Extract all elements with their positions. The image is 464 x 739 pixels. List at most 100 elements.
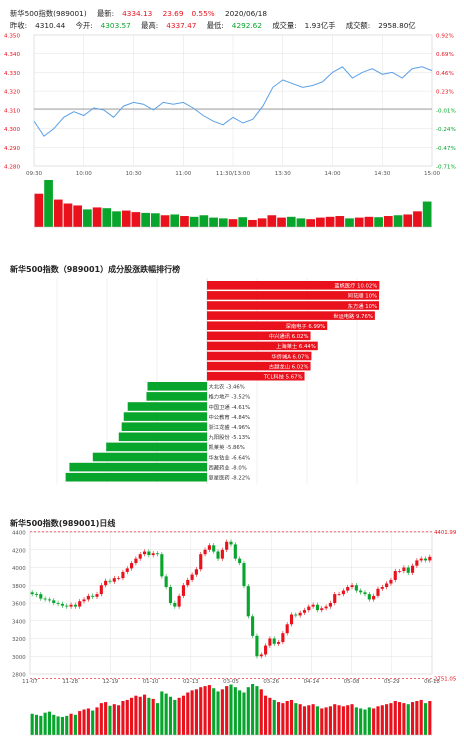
volume-bar — [316, 217, 325, 227]
kline-volume-bar — [43, 712, 47, 735]
kline-volume-bar — [56, 716, 60, 735]
price-tick-label: 4.320 — [4, 90, 20, 96]
price-tick-label: 4.340 — [4, 52, 20, 58]
kline-price-tick: 3600 — [12, 602, 26, 608]
candle-up — [380, 587, 384, 589]
kline-volume-bar — [272, 699, 276, 735]
kline-volume-bar — [117, 705, 121, 735]
kline-volume-bar — [320, 708, 324, 735]
kline-volume-bar — [155, 703, 160, 735]
kline-volume-bar — [428, 701, 432, 735]
kline-volume-bar — [125, 699, 129, 735]
volume-bar — [286, 216, 296, 227]
candle-down — [367, 594, 371, 600]
time-tick-label: 09:30 — [26, 171, 43, 177]
volume-bar — [44, 180, 53, 227]
ranking-bar-down — [69, 462, 208, 472]
kline-volume-bar — [350, 704, 354, 735]
ranking-bar-label: 深南电子 6.99% — [286, 322, 326, 330]
kline-volume-bar — [216, 691, 220, 735]
time-tick-label: 15:00 — [424, 171, 441, 177]
kline-volume-bar — [190, 690, 194, 735]
candle-down — [216, 551, 220, 559]
low-value: 4292.62 — [231, 21, 262, 30]
kline-volume-bar — [251, 684, 255, 735]
kline-volume-bar — [246, 687, 250, 735]
ranking-bar-label: 大北农 -3.46% — [209, 383, 245, 391]
pct-tick-label: -0.71% — [436, 165, 456, 171]
kline-price-tick: 2800 — [12, 673, 26, 679]
candle-down — [73, 604, 77, 607]
volume-bar — [189, 216, 199, 227]
candle-up — [86, 595, 90, 600]
candle-up — [311, 604, 315, 607]
kline-volume-bar — [108, 705, 112, 735]
time-tick-label: 13:30 — [275, 171, 292, 177]
time-tick-label: 11:30/13:00 — [216, 171, 251, 177]
candle-down — [60, 603, 64, 606]
kline-volume-bar — [259, 689, 263, 735]
candle-up — [324, 606, 328, 609]
candle-up — [302, 610, 307, 613]
volume-bar — [92, 207, 102, 227]
kline-volume-bar — [147, 697, 151, 735]
volume-bar — [277, 217, 286, 227]
ranking-bar-label: 东方通 10% — [348, 302, 377, 310]
kline-volume-bar — [298, 704, 302, 735]
kline-volume-bar — [207, 685, 211, 735]
kline-volume-bar — [354, 707, 358, 735]
volume-bar — [413, 211, 422, 227]
time-tick-label: 14:00 — [324, 171, 341, 177]
kline-volume-bar — [220, 689, 224, 735]
kline-volume-bar — [130, 697, 134, 735]
candle-up — [121, 571, 125, 579]
kline-price-tick: 3200 — [12, 637, 26, 643]
candle-up — [389, 579, 393, 584]
candle-up — [320, 608, 324, 611]
kline-date-tick: 11-28 — [62, 679, 78, 685]
kline-volume-bar — [52, 714, 56, 735]
ranking-title: 新华500指数（989001）成分股涨跌幅排行榜 — [10, 265, 181, 274]
candle-up — [142, 551, 147, 555]
kline-volume-bar — [389, 703, 393, 735]
pct-tick-label: -0.01% — [436, 108, 456, 114]
candle-down — [272, 638, 276, 644]
kline-volume-bar — [212, 688, 216, 735]
candle-up — [125, 568, 129, 572]
kline-volume-bar — [337, 705, 341, 735]
volume-bar — [306, 219, 316, 227]
kline-volume-bar — [238, 690, 242, 735]
candle-up — [415, 560, 419, 566]
candle-up — [264, 645, 268, 655]
kline-volume-bar — [393, 701, 397, 735]
kline-volume-bar — [333, 704, 337, 735]
candle-down — [168, 587, 173, 603]
kline-volume-bar — [181, 695, 186, 735]
volume-bar — [345, 218, 354, 227]
kline-volume-bar — [341, 706, 345, 735]
kline-volume-bar — [285, 701, 289, 735]
ranking-bar-down — [147, 382, 207, 391]
kline-volume-bar — [294, 703, 298, 735]
ranking-bar-up — [207, 301, 379, 310]
kline-volume-bar — [203, 686, 207, 735]
prev-close-label: 昨收: — [10, 21, 28, 30]
price-tick-label: 4.350 — [4, 34, 20, 40]
ranking-bar-up — [207, 281, 380, 290]
candle-up — [289, 614, 294, 625]
ranking-bar-label: 九阳股份 -5.13% — [209, 433, 251, 441]
pct-tick-label: -0.47% — [436, 146, 456, 152]
price-tick-label: 4.280 — [4, 165, 20, 171]
kline-volume-bar — [104, 702, 108, 735]
kline-volume-bar — [95, 707, 99, 735]
kline-volume-bar — [372, 708, 376, 735]
price-tick-label: 4.310 — [4, 108, 20, 114]
kline-volume-bar — [34, 714, 39, 735]
kline-volume-bar — [328, 706, 332, 735]
candle-up — [372, 595, 376, 600]
kline-volume-bar — [112, 704, 116, 735]
candle-up — [307, 606, 311, 611]
volume-bar — [228, 219, 238, 227]
volume-bar — [141, 212, 150, 227]
candle-down — [30, 592, 34, 595]
